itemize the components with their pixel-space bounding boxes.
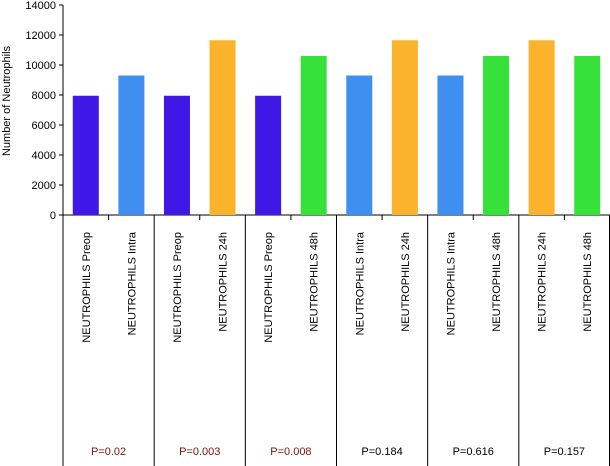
y-axis-title: Number of Neutrophils xyxy=(1,45,13,156)
y-tick-label: 8000 xyxy=(32,90,56,102)
y-tick-label: 0 xyxy=(50,210,56,222)
x-category-label: NEUTROPHILS Intra xyxy=(354,231,366,335)
bar xyxy=(437,75,464,215)
x-category-label: NEUTROPHILS 48h xyxy=(582,232,594,332)
x-category-label: NEUTROPHILS 24h xyxy=(400,232,412,332)
bar xyxy=(118,75,145,215)
bar xyxy=(574,56,601,215)
p-value-label: P=0.184 xyxy=(361,446,402,458)
x-category-label: NEUTROPHILS 24h xyxy=(218,232,230,332)
p-value-label: P=0.616 xyxy=(453,446,494,458)
bar xyxy=(300,56,327,215)
bar xyxy=(163,95,190,215)
x-category-label: NEUTROPHILS 48h xyxy=(491,232,503,332)
bar xyxy=(255,95,282,215)
x-category-label: NEUTROPHILS Intra xyxy=(445,231,457,335)
x-category-label: NEUTROPHILS Intra xyxy=(126,231,138,335)
x-category-label: NEUTROPHILS Preop xyxy=(172,232,184,343)
p-value-label: P=0.02 xyxy=(91,446,126,458)
x-category-label: NEUTROPHILS Preop xyxy=(81,232,93,343)
p-value-label: P=0.003 xyxy=(179,446,220,458)
bar xyxy=(209,40,236,215)
p-value-label: P=0.157 xyxy=(544,446,585,458)
y-tick-label: 2000 xyxy=(32,180,56,192)
y-tick-label: 10000 xyxy=(25,60,56,72)
x-category-label: NEUTROPHILS Preop xyxy=(263,232,275,343)
plot-area: 0 2000 4000 6000 8000 10000 12000 14000 NEUTROPH… xyxy=(25,0,610,466)
y-tick-label: 6000 xyxy=(32,120,56,132)
bar xyxy=(346,75,373,215)
x-category-label: NEUTROPHILS 48h xyxy=(309,232,321,332)
bar xyxy=(483,56,510,215)
bar xyxy=(528,40,555,215)
bar xyxy=(391,40,418,215)
y-tick-label: 12000 xyxy=(25,30,56,42)
p-value-label: P=0.008 xyxy=(270,446,311,458)
y-tick-label: 4000 xyxy=(32,150,56,162)
x-category-label: NEUTROPHILS 24h xyxy=(537,232,549,332)
bar xyxy=(72,95,99,215)
y-tick-label: 14000 xyxy=(25,0,56,12)
